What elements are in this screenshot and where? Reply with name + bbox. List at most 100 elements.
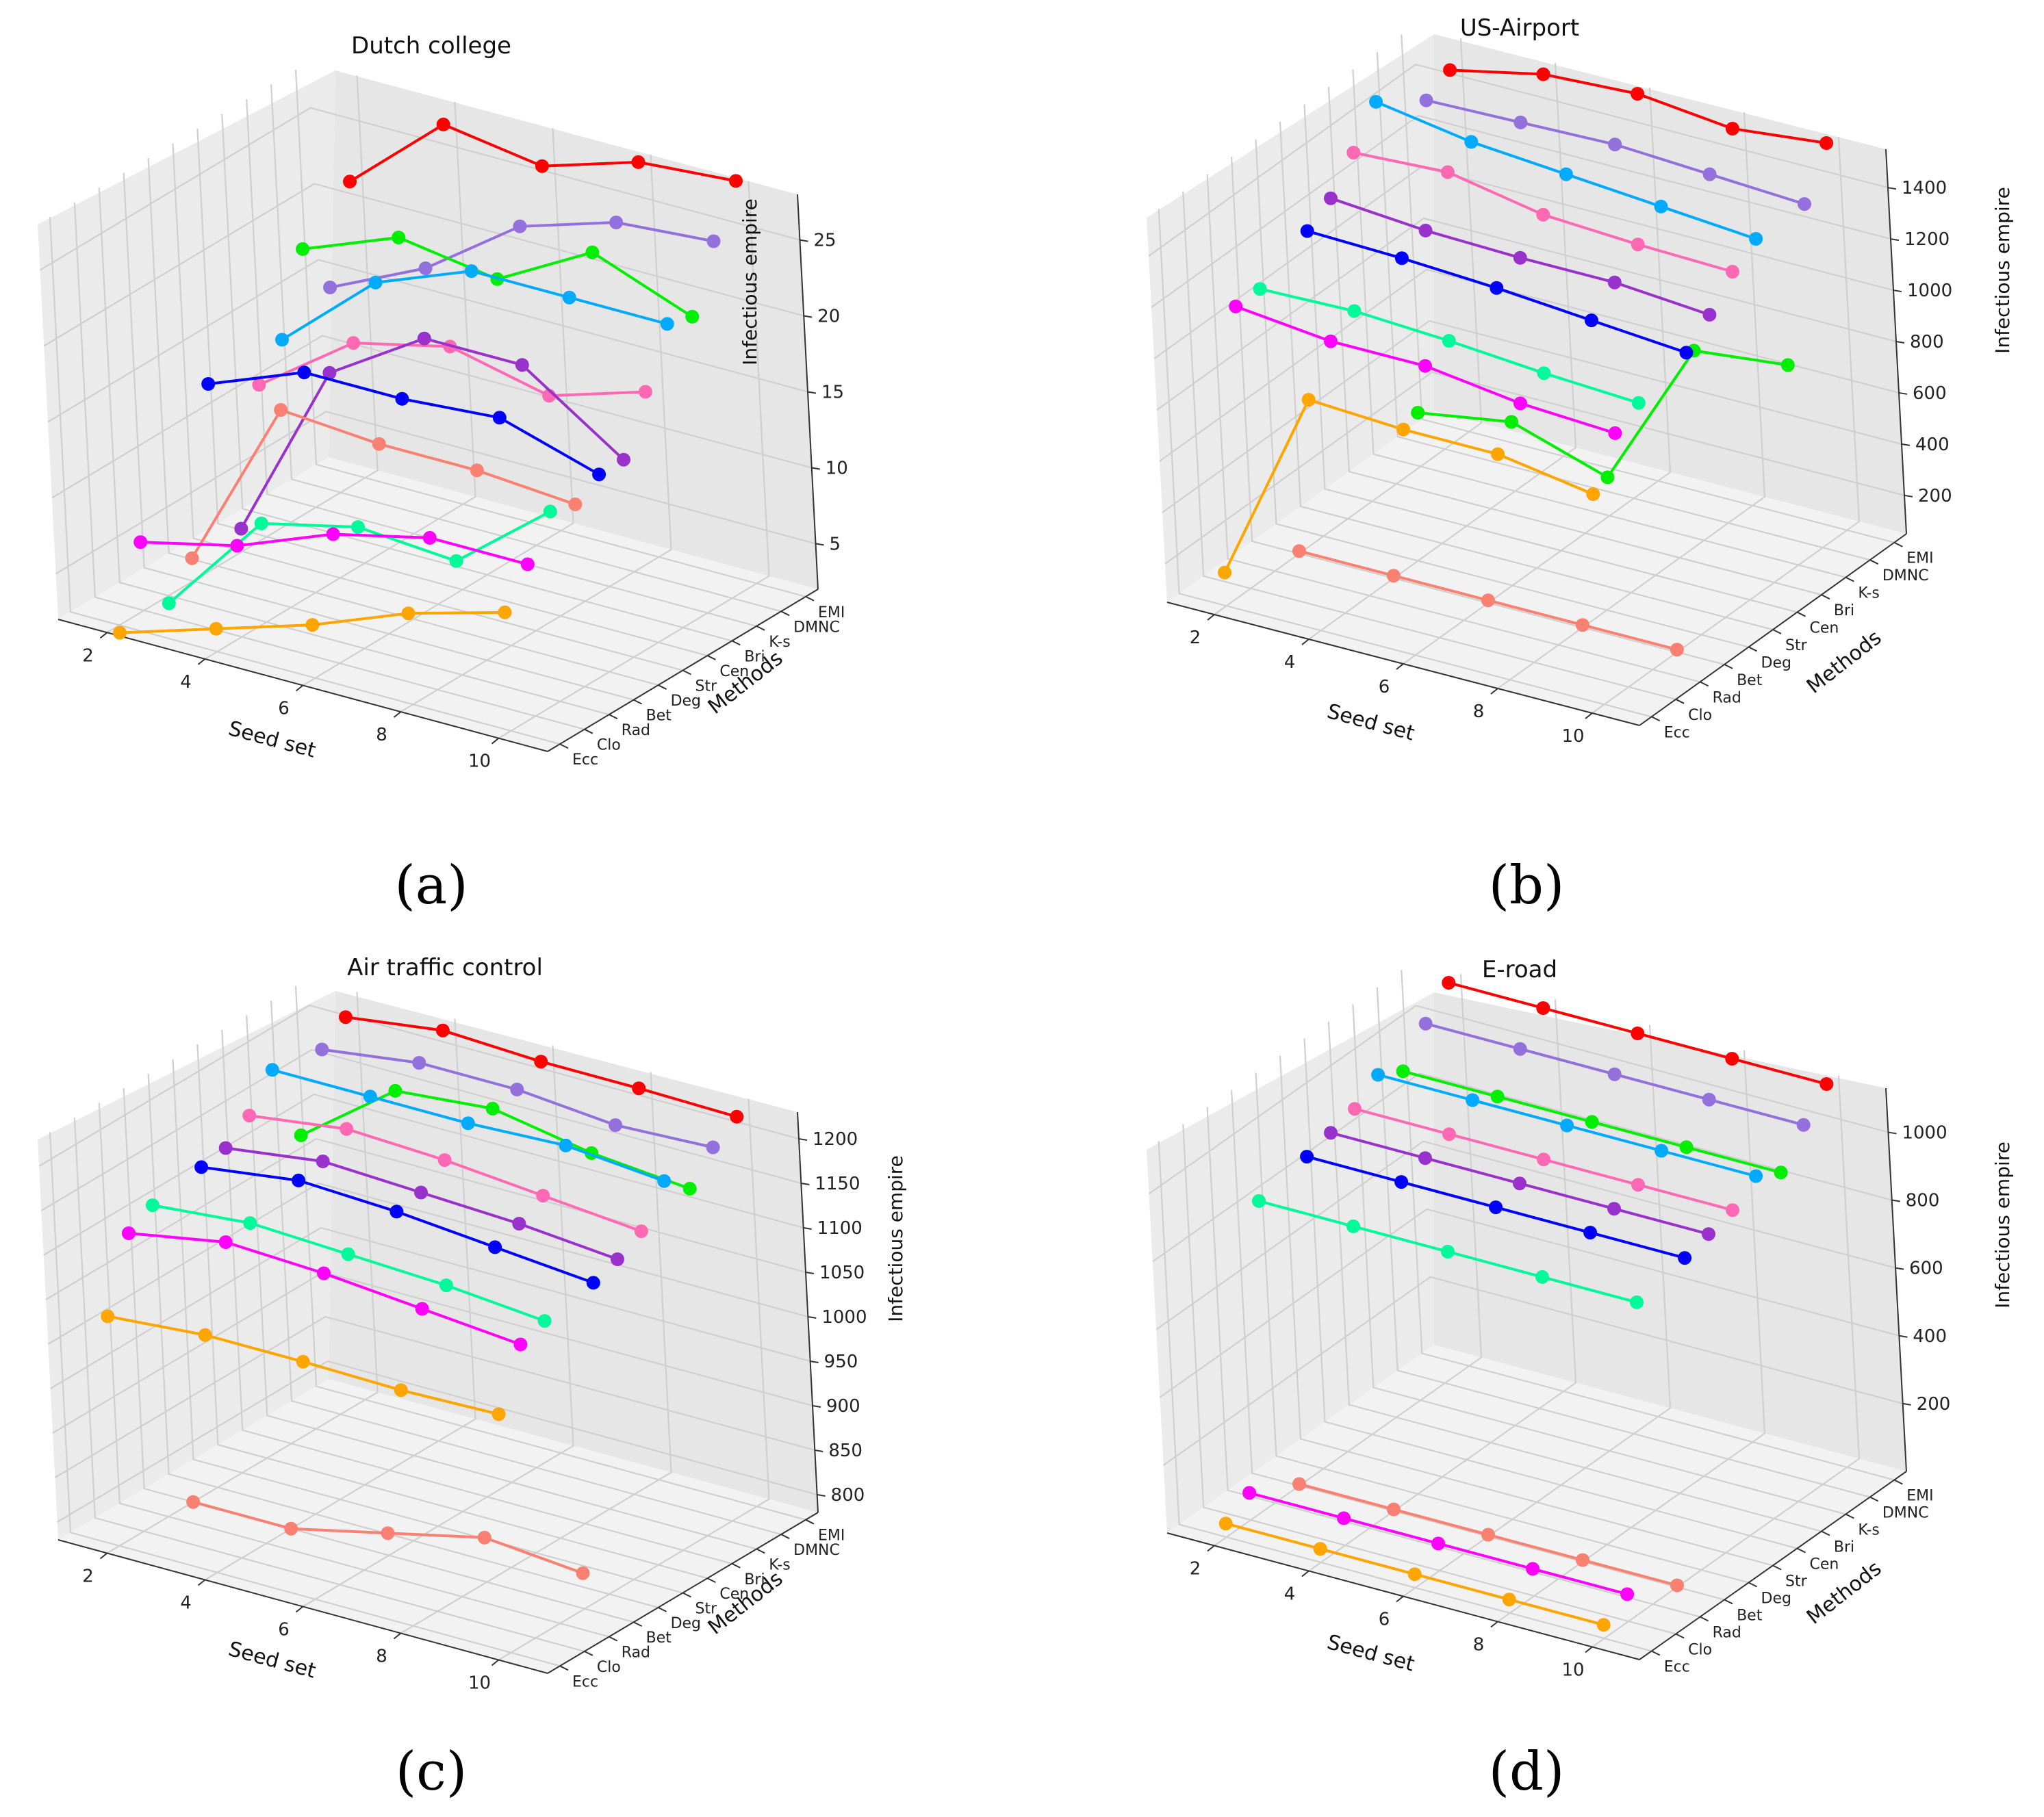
data-point: [568, 498, 583, 511]
data-point: [1526, 1562, 1540, 1576]
z-gridline: [50, 1226, 810, 1389]
methods-tick: [731, 640, 741, 646]
methods-gridline: [49, 1132, 561, 1667]
data-point: [1337, 1511, 1351, 1525]
data-point: [535, 159, 549, 173]
z-tick: [815, 543, 824, 546]
x-tick-label: 6: [1379, 677, 1390, 697]
data-point: [592, 467, 606, 482]
data-point: [1726, 1203, 1739, 1217]
data-point: [388, 1083, 403, 1098]
data-point: [363, 1090, 377, 1104]
methods-gridline: [1352, 69, 1846, 578]
data-point: [122, 1226, 136, 1240]
data-point: [439, 1278, 453, 1293]
methods-tick-label: Deg: [671, 1615, 701, 1632]
data-point: [322, 365, 337, 380]
z-axis-label: Infectious empire: [1991, 1142, 2014, 1309]
z-tick-label: 1200: [1904, 229, 1950, 250]
data-point: [1600, 470, 1615, 485]
methods-tick: [584, 728, 593, 734]
z-tick-label: 15: [821, 383, 844, 403]
data-point: [113, 626, 127, 640]
methods-tick: [1797, 1547, 1806, 1554]
chart-title: Air traffic control: [347, 954, 543, 981]
methods-tick: [584, 1651, 593, 1656]
data-point: [1253, 282, 1267, 296]
methods-gridline: [196, 1044, 708, 1580]
methods-tick: [559, 1665, 569, 1671]
data-point: [1490, 281, 1504, 295]
methods-gridline: [1327, 1021, 1822, 1532]
data-point: [1418, 223, 1433, 237]
methods-tick-label: K-s: [769, 634, 791, 651]
panel-a: 2 4 6 8 10 EccCloRadBetDegStrCenBriK-sDMNCEMI…: [38, 32, 848, 772]
data-point: [1301, 393, 1316, 407]
data-point: [1559, 167, 1573, 181]
series-str: [218, 1141, 624, 1266]
methods-gridline: [294, 69, 806, 597]
series-clo: [1229, 299, 1622, 440]
methods-tick: [1893, 541, 1903, 547]
data-point: [198, 1328, 212, 1342]
data-point: [1513, 1176, 1526, 1191]
series-clo: [1242, 1486, 1635, 1601]
x-tick-label: 2: [1190, 628, 1201, 648]
methods-gridline: [123, 172, 634, 701]
series-ecc: [113, 605, 512, 640]
x-tick-label: 10: [1561, 726, 1584, 747]
z-tick-label: 400: [1915, 435, 1950, 455]
methods-tick-label: K-s: [1858, 1522, 1880, 1539]
data-point: [1491, 447, 1505, 461]
data-point: [1819, 136, 1834, 150]
data-point: [346, 336, 361, 350]
series-bri: [1371, 1068, 1763, 1183]
data-point: [1371, 1068, 1385, 1082]
x-tick-label: 6: [278, 699, 290, 719]
data-point: [1702, 307, 1717, 322]
tick-labels: 2 4 6 8 10 EccCloRadBetDegStrCenBriK-sDMNCEMI…: [82, 1129, 867, 1694]
data-point: [1725, 1052, 1739, 1066]
z-axis-line: [797, 1111, 819, 1513]
panel-b: 2 4 6 8 10 EccCloRadBetDegStrCenBriK-sDMNCEMI…: [1147, 14, 2014, 747]
methods-gridline: [1303, 1038, 1798, 1549]
series-ecc: [1218, 393, 1600, 580]
data-point: [1536, 67, 1550, 81]
data-point: [395, 391, 409, 406]
methods-tick-label: Deg: [671, 693, 701, 710]
z-tick: [1899, 1335, 1908, 1338]
z-tick-label: 600: [1909, 1259, 1943, 1279]
data-point: [1464, 135, 1479, 149]
data-point: [242, 1109, 257, 1123]
series-cen: [1346, 146, 1739, 279]
series-str: [234, 331, 630, 536]
data-point: [1218, 1517, 1233, 1531]
data-point: [1725, 122, 1739, 136]
methods-gridline: [73, 1117, 585, 1653]
data-point: [1631, 87, 1645, 101]
z-gridline: [57, 1360, 817, 1523]
z-tick: [798, 1138, 808, 1141]
series-bet: [1292, 1477, 1684, 1593]
data-point: [1537, 1152, 1550, 1167]
left-wall-pane: [38, 70, 335, 619]
x-tick-label: 8: [1473, 1635, 1485, 1655]
z-tick: [807, 391, 817, 394]
x-tick: [1207, 1545, 1215, 1552]
methods-tick-label: Bet: [646, 708, 672, 725]
axes-panes: [38, 70, 818, 751]
data-point: [305, 618, 320, 632]
z-tick: [817, 1494, 826, 1497]
data-point: [1396, 1064, 1410, 1079]
methods-gridline: [1255, 139, 1749, 648]
data-point: [1513, 396, 1527, 411]
series-k-s: [294, 1083, 697, 1196]
data-point: [611, 1252, 624, 1266]
x-tick-label: 10: [468, 751, 491, 772]
z-tick: [805, 1272, 815, 1274]
tick-labels: 2 4 6 8 10 EccCloRadBetDegStrCenBriK-sDMNCEMI…: [82, 231, 848, 772]
data-point: [1560, 1118, 1574, 1133]
x-tick-label: 8: [376, 1647, 387, 1667]
data-point: [1655, 1144, 1669, 1158]
data-point: [1796, 1118, 1811, 1132]
